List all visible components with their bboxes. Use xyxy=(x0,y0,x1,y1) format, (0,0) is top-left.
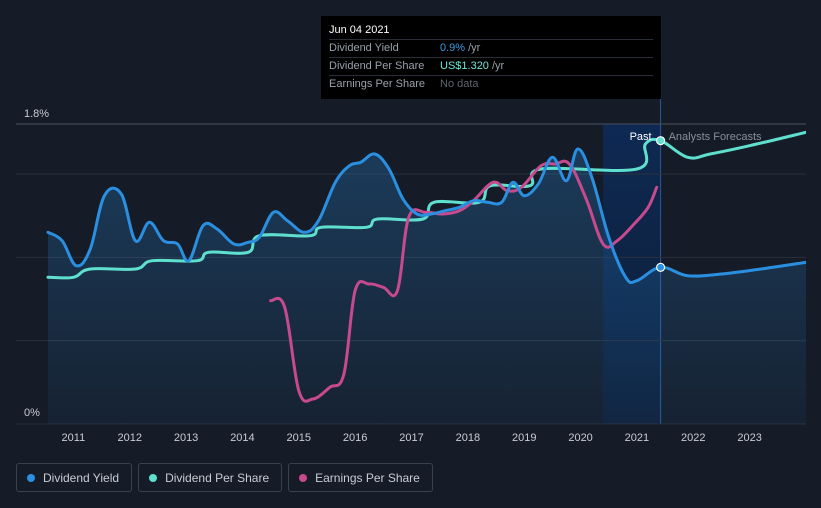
series-line-earnings-per-share xyxy=(269,159,659,403)
tooltip-label: Dividend Per Share xyxy=(329,60,425,72)
marker-dividend-yield xyxy=(655,262,666,272)
tooltip-row-dividend-yield: Dividend Yield 0.9% /yr xyxy=(329,40,653,58)
series-line-dividend-yield xyxy=(46,147,806,285)
x-tick-label: 2023 xyxy=(737,432,761,444)
tooltip-row-earnings-per-share: Earnings Per Share No data xyxy=(329,76,653,93)
x-tick-label: 2021 xyxy=(625,432,649,444)
x-tick-label: 2012 xyxy=(117,432,141,444)
y-tick-label: 1.8% xyxy=(24,108,49,120)
tooltip-value: US$1.320 xyxy=(440,60,489,72)
legend-dot-dividend-per-share xyxy=(149,473,158,482)
tooltip-label: Dividend Yield xyxy=(329,42,399,54)
x-tick-label: 2022 xyxy=(681,432,705,444)
x-tick-label: 2013 xyxy=(174,432,198,444)
legend-item-dividend-per-share[interactable]: Dividend Per Share xyxy=(138,463,283,492)
marker-dividend-per-share xyxy=(655,136,666,146)
x-tick-label: 2019 xyxy=(512,432,536,444)
legend-item-earnings-per-share[interactable]: Earnings Per Share xyxy=(288,463,433,492)
tooltip-date: Jun 04 2021 xyxy=(329,22,653,40)
tooltip-unit: /yr xyxy=(491,60,505,72)
x-tick-label: 2014 xyxy=(230,432,254,444)
tooltip: Jun 04 2021 Dividend Yield 0.9% /yr Divi… xyxy=(321,16,661,99)
y-tick-label: 0% xyxy=(24,407,40,419)
x-tick-label: 2015 xyxy=(287,432,311,444)
past-label: Past xyxy=(630,131,652,143)
x-tick-label: 2020 xyxy=(568,432,592,444)
forecast-label: Analysts Forecasts xyxy=(669,131,762,143)
x-tick-label: 2018 xyxy=(456,432,480,444)
legend-item-dividend-yield[interactable]: Dividend Yield xyxy=(16,463,133,492)
tooltip-unit: /yr xyxy=(468,42,481,54)
tooltip-value: 0.9% xyxy=(440,42,466,54)
legend-label: Dividend Yield xyxy=(43,470,120,485)
tooltip-row-dividend-per-share: Dividend Per Share US$1.320 /yr xyxy=(329,58,653,76)
legend-dot-dividend-yield xyxy=(27,473,35,482)
x-tick-label: 2017 xyxy=(399,432,423,444)
legend-dot-earnings-per-share xyxy=(299,473,308,482)
legend-label: Earnings Per Share xyxy=(315,470,420,485)
legend: Dividend Yield Dividend Per Share Earnin… xyxy=(16,463,433,492)
tooltip-label: Earnings Per Share xyxy=(329,78,425,90)
x-tick-label: 2011 xyxy=(62,432,86,444)
series-area-dividend-yield xyxy=(48,148,806,424)
tooltip-value: No data xyxy=(440,78,479,90)
legend-label: Dividend Per Share xyxy=(165,470,270,485)
x-tick-label: 2016 xyxy=(343,432,367,444)
